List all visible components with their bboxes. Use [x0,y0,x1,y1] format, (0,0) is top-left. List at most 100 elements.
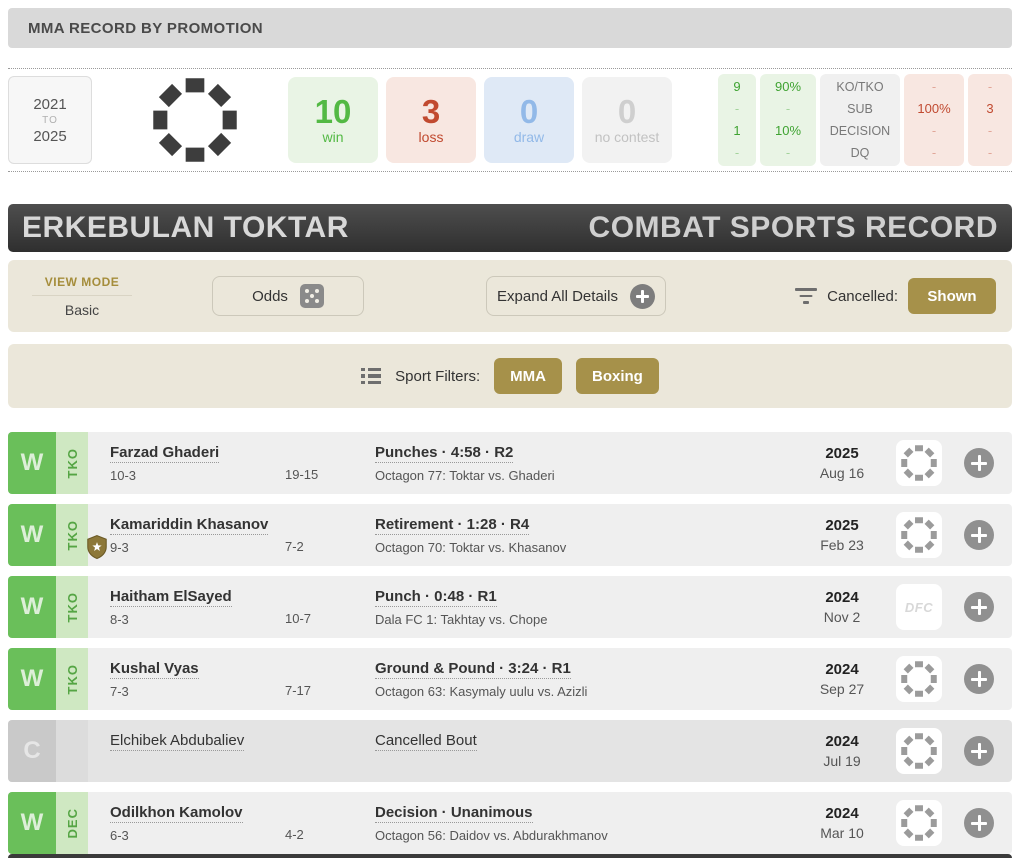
method-labels-column: KO/TKO SUB DECISION DQ [820,74,900,166]
expand-row-button[interactable] [964,808,994,838]
octagon-logo-icon [899,515,939,555]
cancelled-filter-label: Cancelled: [827,287,898,305]
result-badge: W [8,432,56,494]
bout-year: 2024 [825,589,859,606]
opponent-name-link[interactable]: Elchibek Abdubaliev [110,731,245,751]
date-column: 2024 Jul 19 [800,720,884,782]
dice-icon [300,284,324,308]
method-label-sub: SUB [847,102,873,116]
expand-row-button[interactable] [964,448,994,478]
method-link[interactable]: Retirement · 1:28 · R4 [375,515,530,535]
date-column: 2024 Sep 27 [800,648,884,710]
draw-label: draw [513,129,545,145]
sport-filter-mma-button[interactable]: MMA [494,358,562,394]
loss-pct-dq: - [931,145,937,160]
expand-row-button[interactable] [964,520,994,550]
odds-button[interactable]: Odds [212,276,364,316]
win-count-decision: 1 [733,123,741,138]
year-range-box: 2021 TO 2025 [8,76,92,164]
view-mode-selector[interactable]: VIEW MODE Basic [32,275,132,318]
next-section-edge [8,854,1012,858]
view-mode-label: VIEW MODE [32,275,132,296]
win-pct-sub: - [785,101,791,116]
method-type-strip: DEC [56,792,88,854]
octagon-logo-icon [899,443,939,483]
loss-counts-column: - 3 - - [968,74,1012,166]
method-link[interactable]: Punches · 4:58 · R2 [375,443,514,463]
promotion-summary: 2021 TO 2025 10 win 3 loss 0 draw 0 no c… [8,68,1012,172]
no-contest-count: 0 [617,93,637,130]
opponent-record-column: 10-7 [285,576,375,638]
result-badge: C [8,720,56,782]
method-link[interactable]: Decision · Unanimous [375,803,533,823]
opponent-record: 7-2 [285,539,304,554]
loss-pct-decision: - [931,123,937,138]
view-mode-value[interactable]: Basic [64,301,100,318]
win-count-sub: - [734,101,740,116]
octagon-logo-icon [899,659,939,699]
loss-pct-sub: 100% [917,101,951,116]
expand-all-details-button[interactable]: Expand All Details [486,276,666,316]
fighter-record-after-bout: 10-3 [110,467,137,483]
bout-year: 2024 [825,661,859,678]
event-name: Octagon 56: Daidov vs. Abdurakhmanov [375,827,608,843]
result-badge: W [8,792,56,854]
fighter-record-after-bout: 8-3 [110,611,129,627]
loss-count-dq: - [987,145,993,160]
plus-circle-icon [629,283,655,309]
opponent-name-link[interactable]: Haitham ElSayed [110,587,232,607]
event-name: Octagon 70: Toktar vs. Khasanov [375,539,567,555]
method-link[interactable]: Punch · 0:48 · R1 [375,587,497,607]
cancelled-shown-toggle[interactable]: Shown [908,278,996,314]
opponent-column: Odilkhon Kamolov 6-3 [110,792,285,854]
event-promotion-logo[interactable] [896,656,942,702]
result-badge: W [8,576,56,638]
event-promotion-logo[interactable] [896,728,942,774]
event-promotion-logo[interactable] [896,512,942,558]
loss-percents-column: - 100% - - [904,74,964,166]
opponent-record: 7-17 [285,683,312,698]
sport-filters-label: Sport Filters: [395,367,481,385]
expand-row-button[interactable] [964,664,994,694]
method-breakdown-table: 9 - 1 - 90% - 10% - KO/TKO SUB DECISION … [718,74,1012,166]
opponent-name-link[interactable]: Kamariddin Khasanov [110,515,269,535]
method-label-kotko: KO/TKO [836,80,884,94]
event-name: Octagon 63: Kasymaly uulu vs. Azizli [375,683,588,699]
octagon-logo-icon [899,731,939,771]
record-banner: ERKEBULAN TOKTAR COMBAT SPORTS RECORD [8,204,1012,252]
opponent-name-link[interactable]: Farzad Ghaderi [110,443,220,463]
event-promotion-logo[interactable] [896,800,942,846]
method-link[interactable]: Ground & Pound · 3:24 · R1 [375,659,571,679]
expand-row-button[interactable] [964,736,994,766]
opponent-column: Kushal Vyas 7-3 [110,648,285,710]
opponent-name-link[interactable]: Kushal Vyas [110,659,199,679]
bout-year: 2025 [825,445,859,462]
date-column: 2024 Nov 2 [800,576,884,638]
method-column: Decision · Unanimous Octagon 56: Daidov … [375,792,800,854]
method-type-tag: TKO [64,663,80,695]
method-label-decision: DECISION [829,124,891,138]
fighter-name: ERKEBULAN TOKTAR [22,211,349,244]
bout-date: Sep 27 [819,681,865,697]
filter-icon [795,288,818,304]
method-type-strip: TKO [56,648,88,710]
opponent-record: 10-7 [285,611,312,626]
opponent-column: Kamariddin Khasanov 9-3 [110,504,285,566]
result-letter: W [20,521,44,548]
win-counts-column: 9 - 1 - [718,74,756,166]
draw-count: 0 [519,93,539,130]
method-column: Punches · 4:58 · R2 Octagon 77: Toktar v… [375,432,800,494]
method-link[interactable]: Cancelled Bout [375,731,477,751]
expand-row-button[interactable] [964,592,994,622]
event-promotion-logo[interactable] [896,440,942,486]
sport-filter-boxing-button[interactable]: Boxing [576,358,659,394]
loss-label: loss [418,129,444,145]
loss-count-decision: - [987,123,993,138]
loss-count-sub: 3 [986,101,994,116]
event-promotion-logo[interactable]: DFC [896,584,942,630]
opponent-name-link[interactable]: Odilkhon Kamolov [110,803,243,823]
fight-row: C Elchibek Abdubaliev Cancelled Bout 202… [8,720,1012,782]
fighter-record-after-bout: 6-3 [110,827,129,843]
result-letter: W [20,809,44,836]
method-type-tag: TKO [64,447,80,479]
